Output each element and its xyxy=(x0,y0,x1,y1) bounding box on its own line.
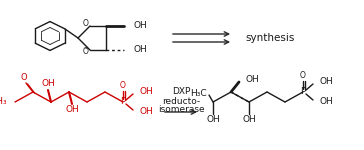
Text: O: O xyxy=(21,74,27,82)
Text: OH: OH xyxy=(206,116,220,124)
Text: isomerase: isomerase xyxy=(158,105,204,114)
Text: CH₃: CH₃ xyxy=(0,98,7,106)
Text: P: P xyxy=(120,98,126,106)
Text: OH: OH xyxy=(139,87,153,96)
Text: OH: OH xyxy=(319,98,333,106)
Text: OH: OH xyxy=(65,105,79,114)
Text: reducto-: reducto- xyxy=(162,96,200,105)
Text: O: O xyxy=(120,81,126,90)
Text: O: O xyxy=(83,46,89,56)
Text: OH: OH xyxy=(245,75,259,84)
Text: OH: OH xyxy=(242,116,256,124)
Text: O: O xyxy=(300,72,306,81)
Text: OH: OH xyxy=(134,21,148,30)
Text: synthesis: synthesis xyxy=(245,33,295,43)
Text: OH: OH xyxy=(134,45,148,54)
Text: OH: OH xyxy=(319,78,333,87)
Text: H₃C: H₃C xyxy=(190,90,207,99)
Text: ···: ··· xyxy=(84,46,90,52)
Text: OH: OH xyxy=(139,108,153,117)
Text: DXP: DXP xyxy=(172,87,190,96)
Text: O: O xyxy=(83,20,89,28)
Text: P: P xyxy=(300,87,306,96)
Text: OH: OH xyxy=(41,80,55,88)
